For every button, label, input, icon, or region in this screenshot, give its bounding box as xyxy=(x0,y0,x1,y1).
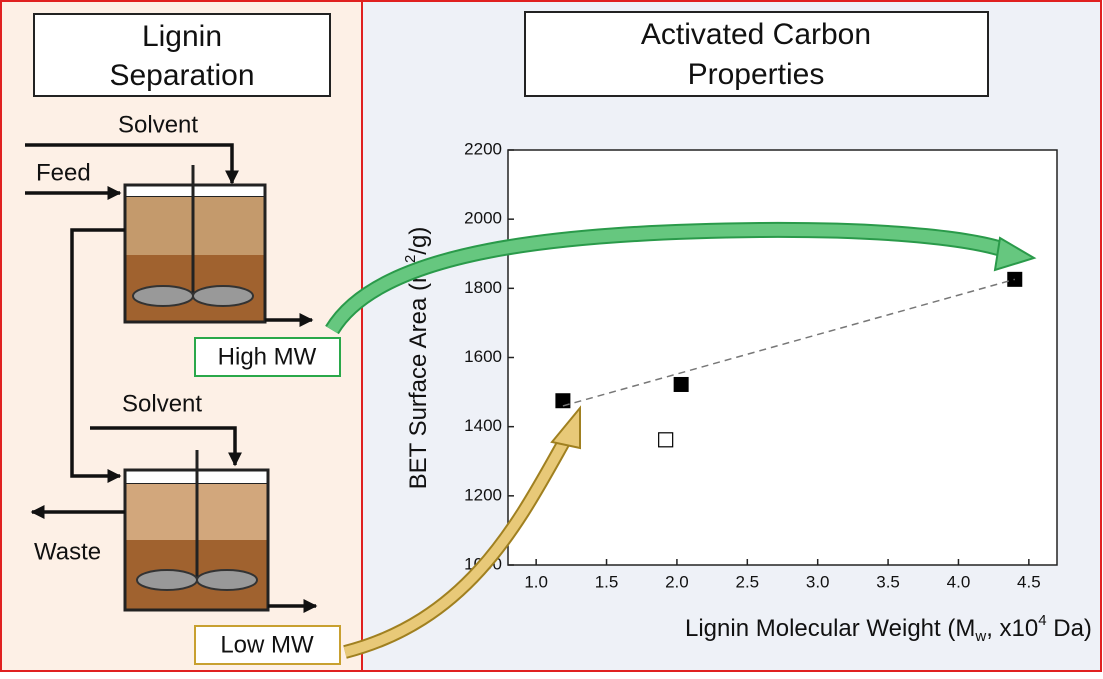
y-tick-label: 2200 xyxy=(464,139,502,158)
y-tick-label: 2000 xyxy=(464,209,502,228)
tank xyxy=(123,450,270,612)
x-tick-label: 4.0 xyxy=(947,572,971,591)
label: Waste xyxy=(34,538,101,565)
x-axis-label: 4 xyxy=(1038,612,1046,629)
x-tick-label: 4.5 xyxy=(1017,572,1041,591)
panel-title: Separation xyxy=(109,59,254,92)
panel-title: Lignin xyxy=(142,20,222,53)
x-axis-label: Da) xyxy=(1047,615,1092,642)
label: Solvent xyxy=(118,111,198,138)
x-tick-label: 1.5 xyxy=(595,572,619,591)
label-box xyxy=(194,337,341,377)
plot: 1.0 1.5 2.0 2.5 3.0 3.5 4.0 4.51000120014001600… xyxy=(464,139,1040,591)
x-axis-label: Lignin Molecular Weight (Mw, x104 Da) xyxy=(685,612,1092,645)
title-box xyxy=(33,13,331,97)
y-tick-label: 1200 xyxy=(464,485,502,504)
label: Low MW xyxy=(220,631,314,658)
title-box xyxy=(524,11,989,97)
chart-title: Properties xyxy=(688,58,825,91)
label: Feed xyxy=(36,159,91,186)
x-tick-label: 3.0 xyxy=(806,572,830,591)
y-axis-label: 2 xyxy=(402,255,419,263)
x-axis-label: w xyxy=(974,628,986,645)
data-point xyxy=(1007,271,1023,287)
data-point xyxy=(673,376,689,392)
pipes xyxy=(25,143,318,613)
yellow-arrow xyxy=(343,405,581,659)
trend-line xyxy=(562,278,1015,407)
label-box xyxy=(194,625,341,665)
y-axis-label: BET Surface Area (m xyxy=(405,263,432,489)
plot-area xyxy=(507,149,1058,566)
x-axis-label: , x10 xyxy=(986,615,1038,642)
y-axis-label: BET Surface Area (m2/g) xyxy=(402,227,432,490)
y-axis-label: /g) xyxy=(405,227,432,255)
data-point xyxy=(658,432,674,448)
green-arrow xyxy=(325,221,1037,335)
y-tick-label: 1600 xyxy=(464,347,502,366)
tank xyxy=(123,165,267,324)
label: Solvent xyxy=(122,390,202,417)
x-tick-label: 3.5 xyxy=(876,572,900,591)
x-tick-label: 1.0 xyxy=(524,572,548,591)
y-tick-label: 1400 xyxy=(464,416,502,435)
chart-title: Activated Carbon xyxy=(641,18,871,51)
x-axis-label: Lignin Molecular Weight (M xyxy=(685,615,975,642)
x-tick-label: 2.0 xyxy=(665,572,689,591)
label: High MW xyxy=(218,343,317,370)
x-tick-label: 2.5 xyxy=(735,572,759,591)
y-tick-label: 1800 xyxy=(464,278,502,297)
